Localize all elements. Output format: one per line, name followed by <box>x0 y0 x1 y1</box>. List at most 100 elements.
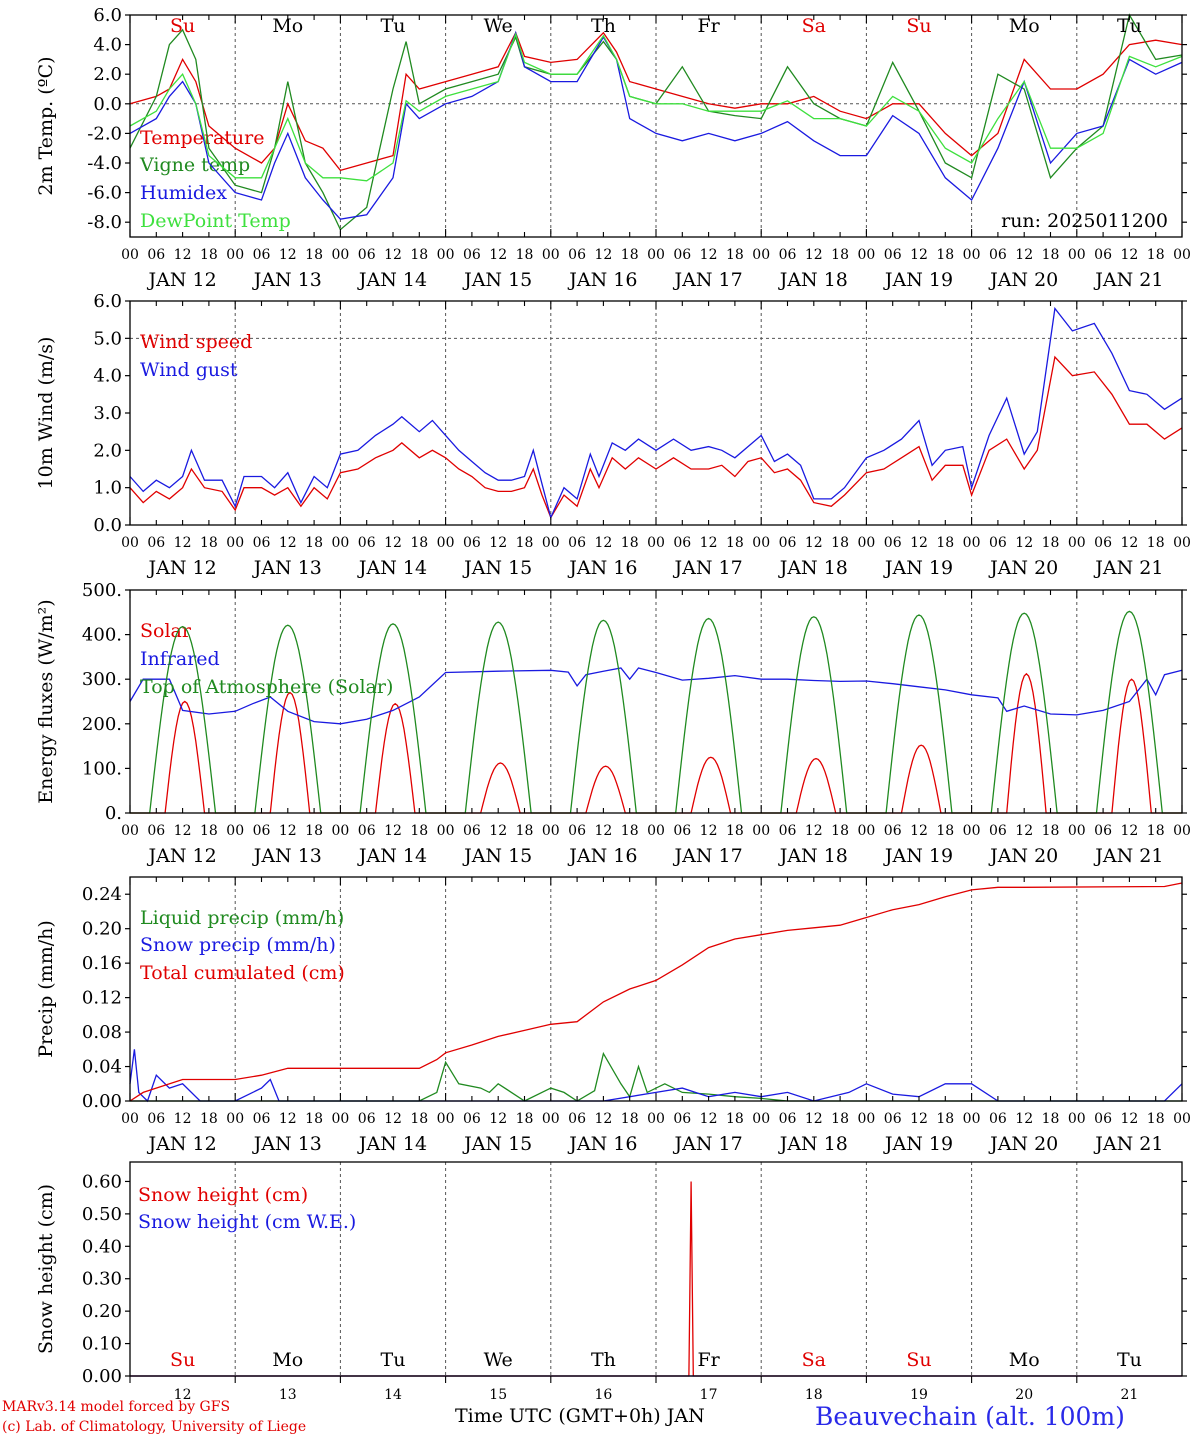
hour-tick-label: 06 <box>253 823 271 839</box>
day-date-label: JAN 13 <box>252 557 322 579</box>
day-date-label: JAN 12 <box>147 1133 217 1155</box>
day-date-label: JAN 18 <box>778 1133 848 1155</box>
hour-tick-label: 06 <box>673 247 691 263</box>
y-tick-label: 0.16 <box>82 953 122 974</box>
y-tick-label: 100. <box>82 758 122 779</box>
day-date-label: JAN 14 <box>357 557 427 579</box>
hour-tick-label: 06 <box>358 823 376 839</box>
day-date-label: JAN 16 <box>567 557 637 579</box>
hour-tick-label: 06 <box>989 1111 1007 1127</box>
hour-tick-label: 06 <box>884 247 902 263</box>
model-credit: MARv3.14 model forced by GFS <box>2 1399 231 1415</box>
hour-tick-label: 12 <box>1015 247 1033 263</box>
hour-tick-label: 06 <box>673 535 691 551</box>
hour-tick-label: 18 <box>936 823 954 839</box>
day-date-label: JAN 16 <box>567 1133 637 1155</box>
day-date-label: JAN 17 <box>673 557 743 579</box>
hour-tick-label: 06 <box>779 535 797 551</box>
hour-tick-label: 00 <box>963 1111 981 1127</box>
day-date-label: JAN 16 <box>567 845 637 867</box>
hour-tick-label: 18 <box>516 1111 534 1127</box>
chart-panel-4: Liquid precip (mm/h) Snow precip (mm/h) To… <box>35 876 1191 1155</box>
hour-tick-label: 12 <box>594 1111 612 1127</box>
hour-tick-label: 18 <box>516 823 534 839</box>
hour-tick-label: 12 <box>910 247 928 263</box>
hour-tick-label: 18 <box>1042 823 1060 839</box>
hour-tick-label: 00 <box>331 823 349 839</box>
hour-tick-label: 06 <box>358 1111 376 1127</box>
hour-tick-label: 18 <box>410 535 428 551</box>
y-tick-label: 6.0 <box>93 291 122 312</box>
hour-tick-label: 00 <box>226 1111 244 1127</box>
hour-tick-label: 12 <box>805 823 823 839</box>
day-number-label: 17 <box>700 1387 718 1403</box>
y-tick-label: 0.40 <box>82 1236 122 1257</box>
hour-tick-label: 00 <box>647 823 665 839</box>
hour-tick-label: 00 <box>1068 1111 1086 1127</box>
hour-tick-label: 12 <box>489 823 507 839</box>
plot-frame <box>129 300 1183 526</box>
series-line-2 <box>129 306 1183 520</box>
hour-tick-label: 12 <box>594 823 612 839</box>
hour-tick-label: 00 <box>437 535 455 551</box>
day-date-label: JAN 12 <box>147 269 217 291</box>
hour-tick-label: 06 <box>1094 1111 1112 1127</box>
weekday-label: Su <box>170 1349 195 1371</box>
y-tick-label: 5.0 <box>93 328 122 349</box>
hour-tick-label: 00 <box>542 535 560 551</box>
hour-tick-label: 18 <box>621 1111 639 1127</box>
hour-tick-label: 18 <box>726 535 744 551</box>
hour-tick-label: 00 <box>752 535 770 551</box>
hour-tick-label: 00 <box>121 247 139 263</box>
hour-tick-label: 06 <box>253 535 271 551</box>
day-date-label: JAN 18 <box>778 845 848 867</box>
day-date-label: JAN 19 <box>883 557 953 579</box>
day-date-label: JAN 18 <box>778 557 848 579</box>
hour-tick-label: 18 <box>936 535 954 551</box>
hour-tick-label: 00 <box>331 1111 349 1127</box>
legend-entry: Total cumulated (cm) <box>140 962 345 984</box>
y-tick-label: 0.00 <box>82 1366 122 1387</box>
hour-tick-label: 00 <box>752 247 770 263</box>
hour-tick-label: 06 <box>358 535 376 551</box>
hour-tick-label: 06 <box>779 247 797 263</box>
hour-tick-label: 00 <box>963 247 981 263</box>
hour-tick-label: 00 <box>752 823 770 839</box>
chart-panel-1: Temperature Vigne temp Humidex DewPoint Tem… <box>35 5 1191 291</box>
y-tick-label: 4.0 <box>93 35 122 56</box>
hour-tick-label: 12 <box>279 535 297 551</box>
weekday-label: Th <box>591 1349 616 1371</box>
hour-tick-label: 06 <box>253 247 271 263</box>
day-date-label: JAN 17 <box>673 845 743 867</box>
chart-panel-3: Solar Infrared Top of Atmosphere (Solar) 50… <box>35 580 1191 867</box>
day-date-label: JAN 21 <box>1093 1133 1163 1155</box>
hour-tick-label: 06 <box>989 535 1007 551</box>
hour-tick-label: 12 <box>700 823 718 839</box>
weekday-label: Su <box>906 15 931 37</box>
hour-tick-label: 18 <box>726 1111 744 1127</box>
hour-tick-label: 12 <box>174 1111 192 1127</box>
lab-credit: (c) Lab. of Climatology, University of L… <box>2 1419 307 1435</box>
hour-tick-label: 18 <box>410 247 428 263</box>
weekday-label: Mo <box>1009 1349 1040 1371</box>
y-tick-label: 0.0 <box>93 515 122 536</box>
hour-tick-label: 06 <box>779 823 797 839</box>
hour-tick-label: 06 <box>884 535 902 551</box>
hour-tick-label: 00 <box>542 823 560 839</box>
hour-tick-label: 18 <box>305 247 323 263</box>
hour-tick-label: 00 <box>542 1111 560 1127</box>
day-number-label: 19 <box>910 1387 928 1403</box>
hour-tick-label: 18 <box>1147 823 1165 839</box>
day-number-label: 21 <box>1120 1387 1138 1403</box>
hour-tick-label: 06 <box>1094 247 1112 263</box>
weekday-label: Su <box>170 15 195 37</box>
hour-tick-label: 18 <box>621 247 639 263</box>
hour-tick-label: 12 <box>279 247 297 263</box>
hour-tick-label: 06 <box>147 247 165 263</box>
day-number-label: 18 <box>805 1387 823 1403</box>
hour-tick-label: 18 <box>1042 535 1060 551</box>
legend-entry: Infrared <box>140 648 220 670</box>
hour-tick-label: 06 <box>463 823 481 839</box>
hour-tick-label: 00 <box>1068 247 1086 263</box>
hour-tick-label: 12 <box>489 247 507 263</box>
